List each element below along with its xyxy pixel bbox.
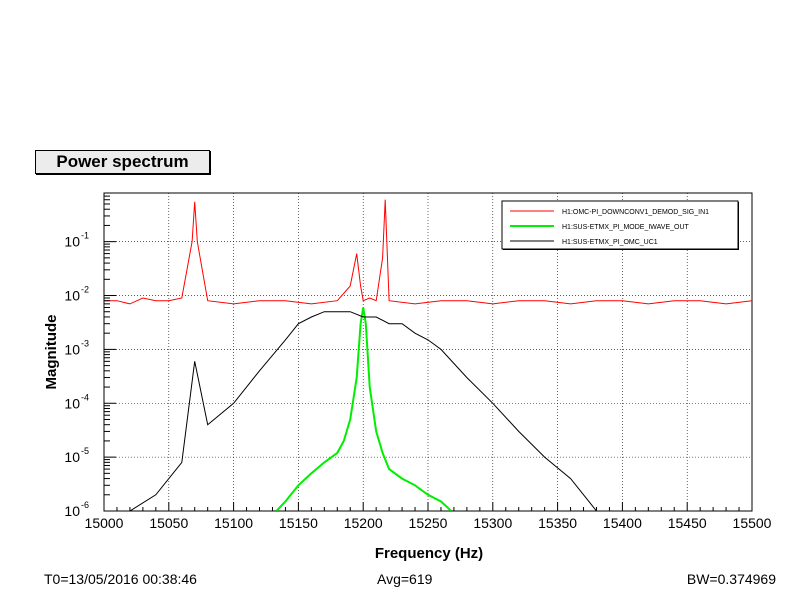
y-tick-label: 10 xyxy=(64,341,80,357)
x-axis-label: Frequency (Hz) xyxy=(375,545,483,562)
traces xyxy=(104,199,752,511)
x-tick-label: 15150 xyxy=(279,515,318,531)
y-tick-exponent: -4 xyxy=(81,392,89,402)
y-tick-label: 10 xyxy=(64,395,80,411)
legend-label: H1:OMC-PI_DOWNCONV1_DEMOD_SIG_IN1 xyxy=(562,209,709,216)
series-line-1 xyxy=(104,199,752,305)
average-count: Avg=619 xyxy=(377,571,433,587)
y-tick-exponent: -2 xyxy=(81,285,89,295)
y-tick-label: 10 xyxy=(64,503,80,519)
bandwidth: BW=0.374969 xyxy=(686,571,776,587)
chart-title: Power spectrum xyxy=(35,150,210,174)
legend-label: H1:SUS-ETMX_PI_MODE_IWAVE_OUT xyxy=(562,224,690,231)
axes: 15000 15050 15100 15150 15200 15250 15300 15350… xyxy=(64,192,772,531)
y-axis-label: Magnitude xyxy=(43,315,60,390)
x-tick-label: 15350 xyxy=(538,515,577,531)
x-tick-label: 15050 xyxy=(149,515,188,531)
y-tick-exponent: -5 xyxy=(81,446,89,456)
x-tick-label: 15000 xyxy=(85,515,124,531)
legend-label: H1:SUS-ETMX_PI_OMC_UC1 xyxy=(562,239,658,246)
x-tick-label: 15300 xyxy=(473,515,512,531)
y-tick-exponent: -6 xyxy=(81,500,89,510)
x-tick-label: 15200 xyxy=(344,515,383,531)
x-tick-label: 15100 xyxy=(214,515,253,531)
series-line-2 xyxy=(275,307,452,511)
y-tick-label: 10 xyxy=(64,234,80,250)
legend: H1:OMC-PI_DOWNCONV1_DEMOD_SIG_IN1 H1:SUS-… xyxy=(501,200,739,250)
x-tick-label: 15250 xyxy=(409,515,448,531)
series-line-3 xyxy=(129,311,597,511)
x-tick-label: 15450 xyxy=(668,515,707,531)
y-tick-exponent: -1 xyxy=(81,231,89,241)
y-tick-label: 10 xyxy=(64,449,80,465)
x-tick-label: 15500 xyxy=(733,515,772,531)
y-tick-exponent: -3 xyxy=(81,338,89,348)
x-tick-label: 15400 xyxy=(603,515,642,531)
t0-timestamp: T0=13/05/2016 00:38:46 xyxy=(44,571,197,587)
y-tick-label: 10 xyxy=(64,288,80,304)
